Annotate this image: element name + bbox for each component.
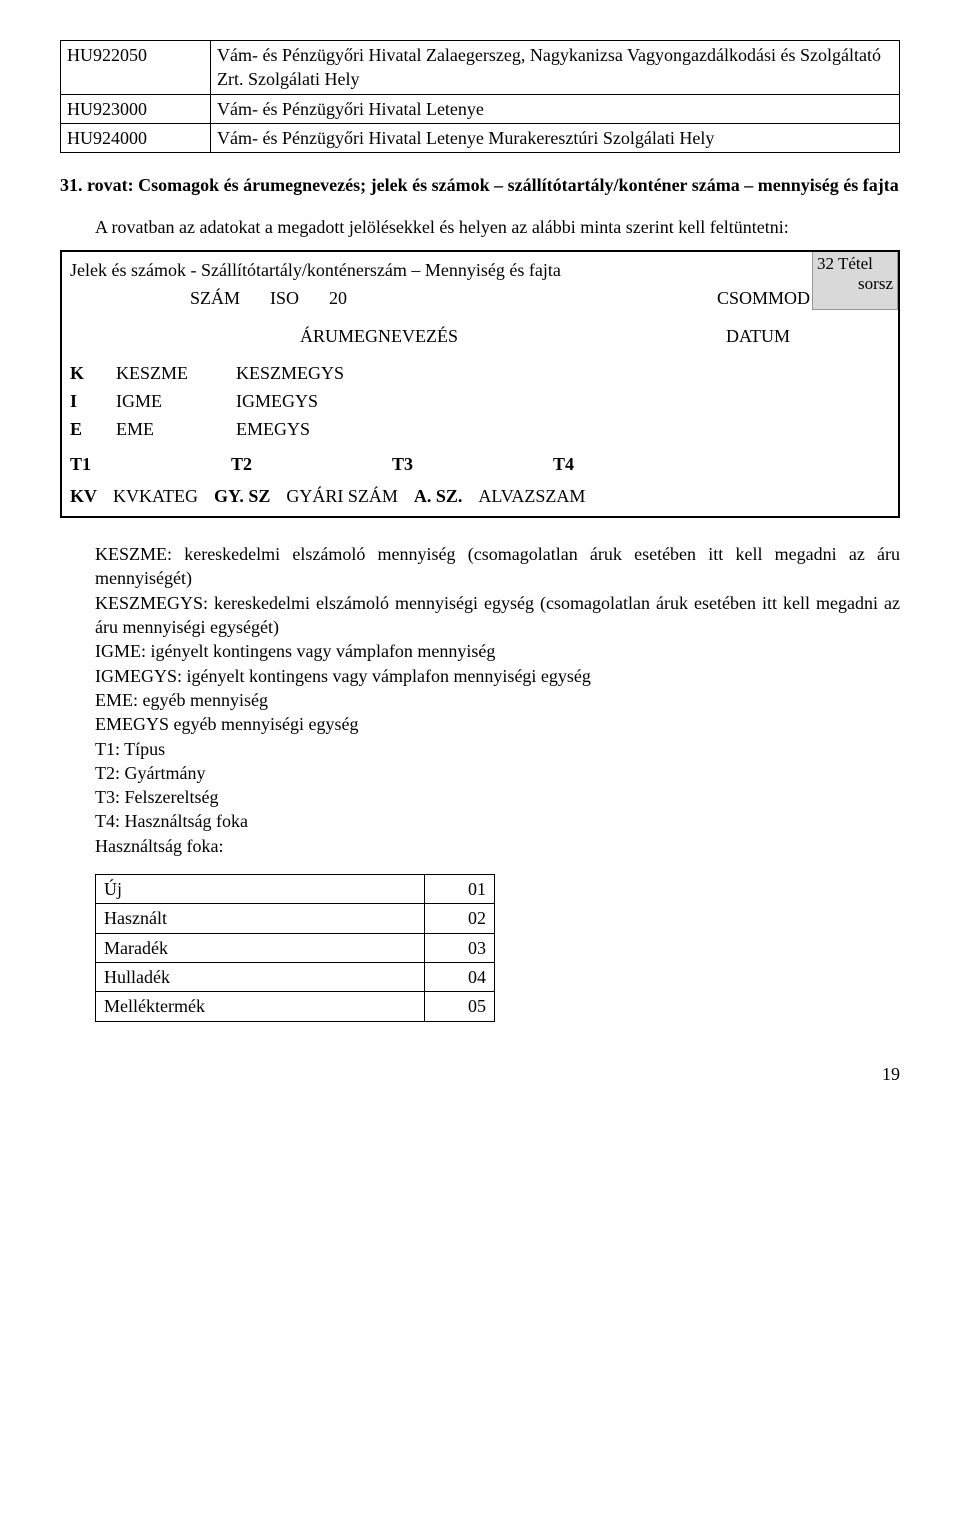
tetel-label: 32 Tétel	[817, 254, 893, 274]
form-arumeg: ÁRUMEGNEVEZÉS	[300, 324, 458, 348]
usage-label: Melléktermék	[96, 992, 425, 1021]
row-i-label: I	[70, 389, 96, 413]
def-line: EMEGYS egyéb mennyiségi egység	[95, 712, 900, 736]
table-row: HU922050 Vám- és Pénzügyőri Hivatal Zala…	[61, 41, 900, 95]
table-row: Új 01	[96, 875, 495, 904]
code-cell: HU924000	[61, 123, 211, 152]
sorsz-label: sorsz	[817, 274, 893, 294]
usage-value: 04	[425, 962, 495, 991]
definitions-block: KESZME: kereskedelmi elszámoló mennyiség…	[60, 542, 900, 858]
igmegys: IGMEGYS	[236, 389, 318, 413]
form-szam: SZÁM	[190, 286, 240, 310]
usage-label: Használt	[96, 904, 425, 933]
t3: T3	[392, 452, 413, 476]
def-line: KESZME: kereskedelmi elszámoló mennyiség…	[95, 542, 900, 591]
emegys: EMEGYS	[236, 417, 310, 441]
igme: IGME	[116, 389, 216, 413]
code-cell: HU922050	[61, 41, 211, 95]
usage-value: 03	[425, 933, 495, 962]
keszmegys: KESZMEGYS	[236, 361, 344, 385]
table-row: Melléktermék 05	[96, 992, 495, 1021]
table-row: HU924000 Vám- és Pénzügyőri Hivatal Lete…	[61, 123, 900, 152]
tetel-box: 32 Tétel sorsz	[812, 252, 898, 310]
eme: EME	[116, 417, 216, 441]
table-row: HU923000 Vám- és Pénzügyőri Hivatal Lete…	[61, 94, 900, 123]
def-line: T1: Típus	[95, 737, 900, 761]
form-line1: Jelek és számok - Szállítótartály/kontén…	[70, 258, 812, 282]
t2: T2	[231, 452, 252, 476]
desc-cell: Vám- és Pénzügyőri Hivatal Letenye Murak…	[211, 123, 900, 152]
def-line: Használtság foka:	[95, 834, 900, 858]
usage-label: Új	[96, 875, 425, 904]
form-datum: DATUM	[726, 324, 790, 348]
t1: T1	[70, 452, 91, 476]
def-line: T2: Gyártmány	[95, 761, 900, 785]
usage-label: Hulladék	[96, 962, 425, 991]
def-line: T3: Felszereltség	[95, 785, 900, 809]
def-line: EME: egyéb mennyiség	[95, 688, 900, 712]
kvkateg: KVKATEG	[113, 484, 198, 508]
def-line: KESZMEGYS: kereskedelmi elszámoló mennyi…	[95, 591, 900, 640]
def-line: T4: Használtság foka	[95, 809, 900, 833]
t4: T4	[553, 452, 574, 476]
form-iso-val: 20	[329, 286, 347, 310]
desc-cell: Vám- és Pénzügyőri Hivatal Zalaegerszeg,…	[211, 41, 900, 95]
alvazszam: ALVAZSZAM	[478, 484, 585, 508]
def-line: IGMEGYS: igényelt kontingens vagy vámpla…	[95, 664, 900, 688]
form-csommod: CSOMMOD	[717, 286, 810, 310]
section-title: 31. rovat: Csomagok és árumegnevezés; je…	[60, 173, 900, 197]
table-row: Használt 02	[96, 904, 495, 933]
table-row: Maradék 03	[96, 933, 495, 962]
row-k-label: K	[70, 361, 96, 385]
row-e-label: E	[70, 417, 96, 441]
usage-table: Új 01 Használt 02 Maradék 03 Hulladék 04…	[95, 874, 495, 1021]
intro-text: A rovatban az adatokat a megadott jelölé…	[60, 215, 900, 239]
top-codes-table: HU922050 Vám- és Pénzügyőri Hivatal Zala…	[60, 40, 900, 153]
kv: KV	[70, 484, 97, 508]
page-number: 19	[60, 1062, 900, 1086]
gysz: GY. SZ	[214, 484, 270, 508]
def-line: IGME: igényelt kontingens vagy vámplafon…	[95, 639, 900, 663]
asz: A. SZ.	[414, 484, 463, 508]
usage-value: 02	[425, 904, 495, 933]
desc-cell: Vám- és Pénzügyőri Hivatal Letenye	[211, 94, 900, 123]
usage-label: Maradék	[96, 933, 425, 962]
keszme: KESZME	[116, 361, 216, 385]
code-cell: HU923000	[61, 94, 211, 123]
form-sample-box: Jelek és számok - Szállítótartály/kontén…	[60, 250, 900, 518]
usage-value: 05	[425, 992, 495, 1021]
table-row: Hulladék 04	[96, 962, 495, 991]
usage-value: 01	[425, 875, 495, 904]
gyariszam: GYÁRI SZÁM	[286, 484, 398, 508]
form-iso: ISO	[270, 286, 299, 310]
